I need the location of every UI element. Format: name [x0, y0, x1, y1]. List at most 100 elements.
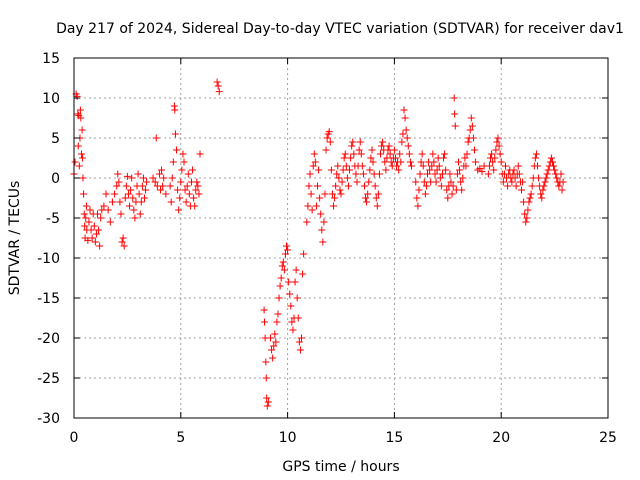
y-tick-label: -30 — [37, 411, 60, 427]
data-point — [364, 190, 372, 198]
data-point — [534, 162, 542, 170]
data-point — [407, 162, 415, 170]
data-point — [263, 402, 271, 410]
data-point — [75, 162, 83, 170]
data-point — [134, 170, 142, 178]
data-point — [348, 142, 356, 150]
data-point — [167, 198, 175, 206]
data-point — [215, 88, 223, 96]
data-point — [528, 182, 536, 190]
data-point — [341, 150, 349, 158]
data-point — [194, 182, 202, 190]
data-point — [263, 394, 271, 402]
data-point — [335, 174, 343, 182]
data-point — [327, 166, 335, 174]
x-tick-label: 25 — [599, 430, 617, 446]
data-point — [420, 178, 428, 186]
data-point — [336, 186, 344, 194]
data-point — [421, 190, 429, 198]
data-point — [511, 174, 519, 182]
data-point — [117, 210, 125, 218]
data-point — [260, 306, 268, 314]
data-point — [447, 178, 455, 186]
data-point — [171, 130, 179, 138]
data-point — [318, 226, 326, 234]
data-point — [523, 214, 531, 222]
data-point — [417, 158, 425, 166]
y-tick-label: 15 — [42, 51, 60, 67]
data-point — [462, 162, 470, 170]
data-point — [386, 150, 394, 158]
data-point — [451, 122, 459, 130]
data-point — [366, 166, 374, 174]
data-point — [400, 106, 408, 114]
data-point — [540, 182, 548, 190]
data-point — [521, 210, 529, 218]
data-point — [472, 158, 480, 166]
data-point — [426, 166, 434, 174]
data-point — [277, 274, 285, 282]
data-point — [136, 210, 144, 218]
y-tick-label: -25 — [37, 371, 60, 387]
data-point — [538, 194, 546, 202]
data-point — [93, 210, 101, 218]
data-point — [268, 346, 276, 354]
data-point — [76, 106, 84, 114]
data-point — [176, 194, 184, 202]
data-point — [77, 114, 85, 122]
data-point — [456, 166, 464, 174]
data-point — [444, 194, 452, 202]
data-point — [95, 226, 103, 234]
data-point — [119, 234, 127, 242]
data-point — [387, 158, 395, 166]
data-series-sdtvar — [70, 78, 567, 410]
data-point — [283, 242, 291, 250]
data-point — [347, 154, 355, 162]
data-point — [559, 178, 567, 186]
data-point — [116, 198, 124, 206]
data-point — [525, 198, 533, 206]
data-point — [365, 178, 373, 186]
data-point — [532, 150, 540, 158]
data-point — [359, 170, 367, 178]
data-point — [491, 154, 499, 162]
data-point — [115, 178, 123, 186]
data-point — [478, 168, 486, 176]
data-point — [149, 174, 157, 182]
data-point — [120, 242, 128, 250]
data-point — [342, 162, 350, 170]
data-point — [316, 194, 324, 202]
data-point — [558, 186, 566, 194]
data-point — [397, 158, 405, 166]
data-point — [499, 178, 507, 186]
data-point — [514, 162, 522, 170]
data-point — [406, 158, 414, 166]
data-point — [272, 338, 280, 346]
data-point — [151, 178, 159, 186]
data-point — [126, 202, 134, 210]
x-tick-label: 5 — [176, 430, 185, 446]
data-point — [531, 154, 539, 162]
data-point — [84, 236, 92, 244]
data-point — [310, 150, 318, 158]
data-point — [74, 110, 82, 118]
data-point — [331, 194, 339, 202]
data-point — [285, 278, 293, 286]
data-point — [178, 166, 186, 174]
data-point — [114, 170, 122, 178]
data-point — [104, 206, 112, 214]
data-point — [433, 166, 441, 174]
data-point — [441, 150, 449, 158]
data-point — [190, 194, 198, 202]
data-point — [374, 190, 382, 198]
y-tick-label: -10 — [37, 251, 60, 267]
data-point — [377, 150, 385, 158]
data-point — [459, 174, 467, 182]
data-point — [106, 218, 114, 226]
data-point — [435, 162, 443, 170]
data-point — [325, 128, 333, 136]
data-point — [182, 198, 190, 206]
data-point — [395, 166, 403, 174]
data-point — [442, 166, 450, 174]
data-point — [77, 150, 85, 158]
